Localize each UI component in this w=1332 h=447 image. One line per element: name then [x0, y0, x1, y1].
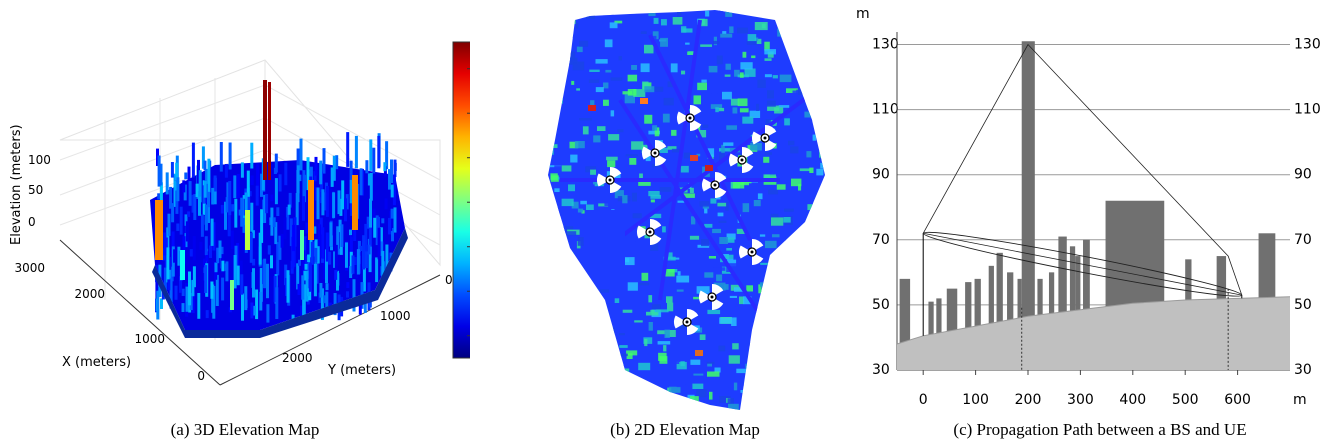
- y-tick-label-left: 30: [872, 362, 890, 378]
- x-tick-label: 2000: [74, 287, 105, 301]
- base-station-icon: [636, 218, 662, 246]
- x-tick-label: 400: [1119, 392, 1146, 408]
- x-axis-title: X (meters): [62, 355, 131, 370]
- x-tick-label: 300: [1067, 392, 1094, 408]
- base-station-icon: [641, 139, 667, 167]
- panel-2d-elevation: [530, 0, 840, 415]
- base-station-icon: [728, 146, 754, 174]
- building-bar: [1048, 272, 1055, 321]
- building-bar: [1075, 256, 1081, 317]
- map-hotspot: [690, 155, 698, 161]
- building-bar: [1037, 278, 1043, 322]
- z-axis-title: Elevation (meters): [9, 124, 24, 245]
- building-bar: [1216, 256, 1227, 306]
- x-tick-label: 600: [1224, 392, 1251, 408]
- base-station-icon: [751, 124, 777, 152]
- y-axis-line: [219, 274, 441, 386]
- base-station-icon: [701, 171, 727, 199]
- building-bar: [1258, 233, 1276, 305]
- building-bar: [1021, 41, 1035, 324]
- map-hotspot: [640, 98, 648, 104]
- terrain-line: [896, 296, 1291, 345]
- base-station-icon: [676, 104, 702, 132]
- base-station-icon: [673, 308, 699, 336]
- chart-3d-elevation: 0 50 100 Elevation (meters) 0 1000 2000 3000 X (…: [9, 41, 500, 386]
- y-tick-label-right: 110: [1294, 102, 1321, 118]
- x-tick-label: 0: [919, 392, 928, 408]
- building-bar: [946, 288, 958, 338]
- building-bar: [1058, 236, 1067, 320]
- y-tick-label-left: 50: [872, 297, 890, 313]
- building-bar: [996, 252, 1003, 329]
- building-bar: [1007, 272, 1014, 327]
- building-bar: [899, 278, 911, 350]
- map-hotspot: [588, 105, 596, 111]
- los-line: [923, 232, 1242, 296]
- panel-propagation-path: 30 30 50 50 70 70 90 90 110 110 130 130 m m 0 100 200 300…: [850, 0, 1332, 415]
- building-bar: [1017, 278, 1022, 325]
- caption-b: (b) 2D Elevation Map: [610, 420, 760, 439]
- y-tick-label: 2000: [282, 351, 313, 365]
- axis-wall: [59, 59, 441, 267]
- building-bar: [936, 298, 942, 340]
- y-tick-label-left: 90: [872, 167, 890, 183]
- x-tick-label: 3000: [14, 261, 45, 275]
- map-hotspot: [695, 350, 703, 356]
- y-axis-title: Y (meters): [327, 363, 396, 378]
- y-tick-label: 1000: [380, 309, 411, 323]
- fresnel-zone-ellipse: [922, 231, 1243, 297]
- map-block: [585, 210, 625, 270]
- base-station-icon: [738, 238, 764, 266]
- building-bar: [1069, 246, 1076, 318]
- building-bar: [1083, 239, 1090, 316]
- y-axis-title: m: [856, 6, 870, 22]
- building-bar: [965, 282, 972, 335]
- y-tick-label-left: 110: [872, 102, 899, 118]
- propagation-path: [922, 43, 1243, 296]
- y-tick-label-left: 70: [872, 232, 890, 248]
- chart-2d-elevation: [548, 10, 825, 410]
- y-tick-label-right: 70: [1294, 232, 1312, 248]
- caption-c: (c) Propagation Path between a BS and UE: [953, 420, 1247, 439]
- x-tick-label: 1000: [134, 332, 165, 346]
- map-hotspot: [705, 165, 713, 171]
- z-tick-label: 100: [28, 153, 51, 167]
- x-tick-label: 0: [197, 369, 205, 383]
- building-bar: [974, 278, 981, 333]
- x-tick-label: 100: [962, 392, 989, 408]
- y-tick-label: 0: [445, 273, 453, 287]
- y-tick-label-right: 30: [1294, 362, 1312, 378]
- building-bar: [1185, 259, 1192, 307]
- panel-3d-elevation: 0 50 100 Elevation (meters) 0 1000 2000 3000 X (…: [0, 0, 500, 415]
- colorbar: [452, 41, 472, 359]
- y-tick-label-right: 90: [1294, 167, 1312, 183]
- y-tick-label-left: 130: [872, 37, 899, 53]
- x-axis-title: m: [1293, 392, 1307, 408]
- z-tick-label: 0: [28, 215, 36, 229]
- terrain-area: [897, 296, 1290, 370]
- caption-a: (a) 3D Elevation Map: [170, 420, 320, 439]
- base-station-icon: [596, 166, 622, 194]
- base-station-icon: [698, 283, 724, 311]
- x-tick-label: 500: [1172, 392, 1199, 408]
- x-tick-label: 200: [1015, 392, 1042, 408]
- y-tick-label-right: 130: [1294, 37, 1321, 53]
- building-bar: [1105, 200, 1165, 314]
- surface-front: [152, 228, 408, 338]
- y-tick-label-right: 50: [1294, 297, 1312, 313]
- building-bar: [988, 265, 994, 331]
- building-bar: [928, 301, 934, 342]
- x-axis-line: [59, 239, 221, 386]
- z-tick-label: 50: [28, 183, 43, 197]
